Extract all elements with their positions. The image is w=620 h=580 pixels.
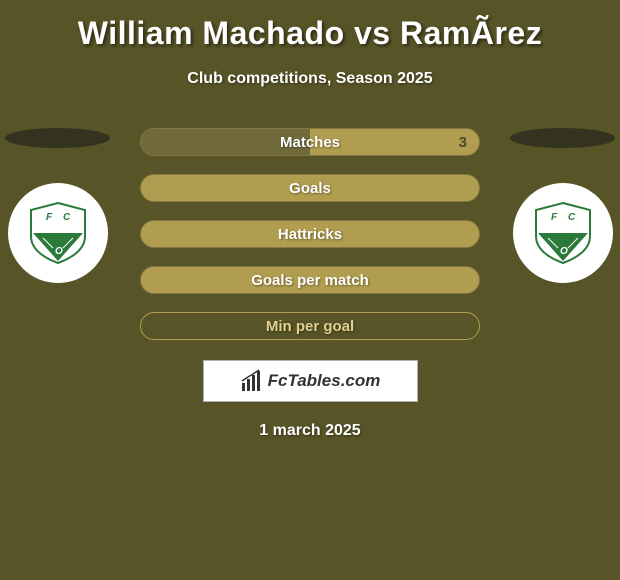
svg-text:C: C [568,212,576,223]
player-comparison-widget: William Machado vs RamÃ­rez Club competi… [0,0,620,450]
stat-label: Goals [289,180,331,197]
brand-text: FcTables.com [268,371,381,391]
stat-row-hattricks: Hattricks [140,220,480,248]
content-row: F C O Matches 3 Goals Hattricks Goals pe… [0,128,620,340]
player-shadow-right [510,128,615,148]
left-player-col: F C O [5,128,110,283]
stat-row-mpg: Min per goal [140,312,480,340]
stat-label: Matches [280,134,340,151]
svg-text:O: O [560,246,568,257]
bar-chart-icon [240,369,264,393]
club-badge-right: F C O [513,183,613,283]
fctables-brand-box[interactable]: FcTables.com [203,360,418,402]
stat-row-matches: Matches 3 [140,128,480,156]
svg-text:F: F [551,212,558,223]
comparison-title: William Machado vs RamÃ­rez [0,15,620,52]
club-logo-left-svg: F C O [23,198,93,268]
svg-text:F: F [46,212,53,223]
stats-column: Matches 3 Goals Hattricks Goals per matc… [140,128,480,340]
stat-label: Hattricks [278,226,342,243]
stat-row-gpm: Goals per match [140,266,480,294]
club-logo-right-svg: F C O [528,198,598,268]
club-badge-left: F C O [8,183,108,283]
player-shadow-left [5,128,110,148]
stat-label: Min per goal [266,318,354,335]
right-player-col: F C O [510,128,615,283]
stat-row-goals: Goals [140,174,480,202]
stat-label: Goals per match [251,272,369,289]
stat-value-right: 3 [459,134,467,151]
season-subtitle: Club competitions, Season 2025 [0,70,620,88]
footer-section: FcTables.com 1 march 2025 [0,360,620,440]
svg-text:C: C [63,212,71,223]
date-label: 1 march 2025 [259,422,360,440]
svg-text:O: O [55,246,63,257]
